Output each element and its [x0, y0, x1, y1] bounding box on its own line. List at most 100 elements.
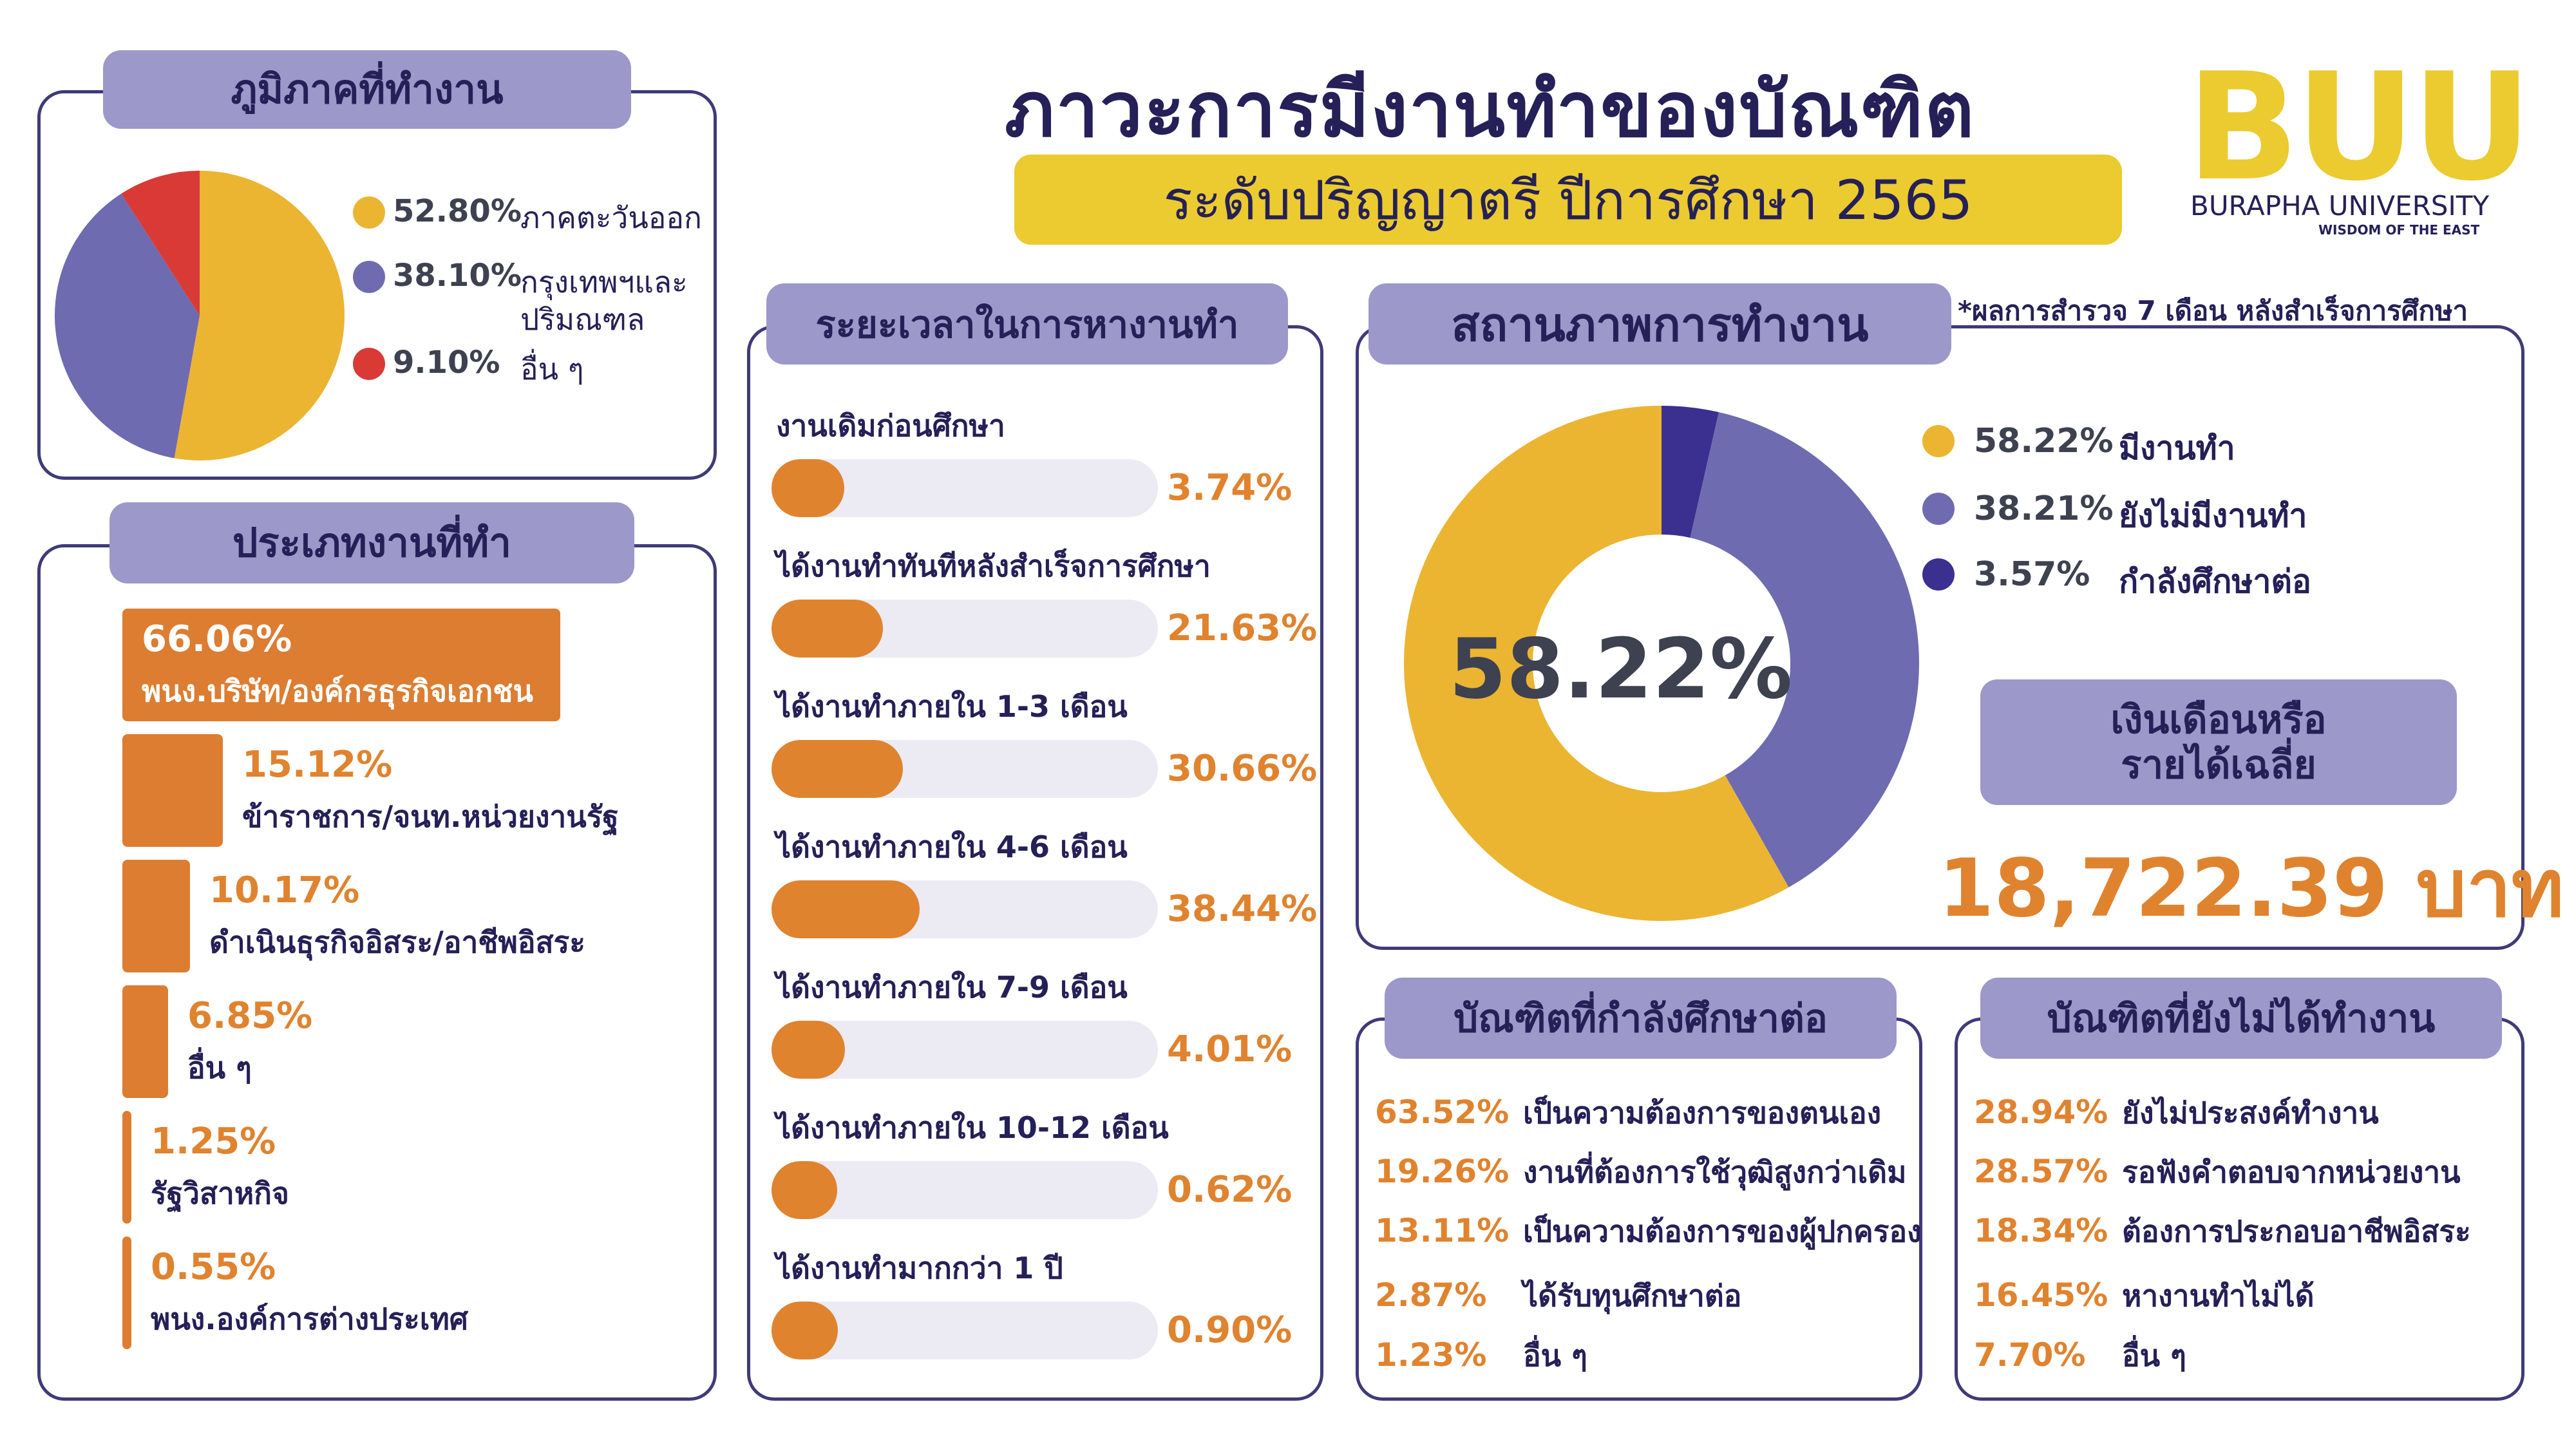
job-type-bar — [122, 1111, 131, 1224]
status-title: สถานภาพการทำงาน — [1368, 283, 1951, 365]
duration-pct: 4.01% — [1167, 1028, 1293, 1070]
region-pie-slice-2 — [121, 171, 200, 316]
duration-pct: 3.74% — [1167, 467, 1293, 509]
region-legend-label: ภาคตะวันออก — [520, 200, 702, 235]
job-type-label: อื่น ๆ — [187, 1050, 252, 1085]
unemployed-pct: 7.70% — [1974, 1336, 2086, 1374]
status-legend-label: ยังไม่มีงานทำ — [2119, 497, 2307, 535]
duration-fill — [772, 740, 903, 798]
region-legend-pct: 9.10% — [393, 345, 500, 381]
unemployed-title: บัณฑิตที่ยังไม่ได้ทำงาน — [1980, 978, 2502, 1059]
region-pie — [55, 171, 345, 460]
job-type-pct: 66.06% — [142, 618, 292, 660]
status-legend-dot — [1922, 558, 1955, 591]
studying-pct: 1.23% — [1375, 1336, 1487, 1374]
status-donut-slice-2 — [1662, 406, 1719, 538]
region-legend-label-2: ปริมณฑล — [520, 302, 645, 337]
job-type-label: พนง.บริษัท/องค์กรธุรกิจเอกชน — [142, 674, 533, 708]
job-type-label: รัฐวิสาหกิจ — [151, 1176, 289, 1211]
buu-logo: BUU BURAPHA UNIVERSITY WISDOM OF THE EAS… — [2186, 42, 2532, 248]
status-legend-pct: 38.21% — [1974, 489, 2114, 528]
duration-pct: 0.62% — [1167, 1169, 1293, 1211]
studying-label: งานที่ต้องการใช้วุฒิสูงกว่าเดิม — [1523, 1155, 1907, 1189]
unemployed-pct: 28.94% — [1974, 1094, 2108, 1131]
unemployed-label: ต้องการประกอบอาชีพอิสระ — [2122, 1214, 2471, 1249]
duration-fill — [772, 880, 920, 938]
duration-fill — [772, 600, 883, 658]
status-note: *ผลการสำรวจ 7 เดือน หลังสำเร็จการศึกษา — [1958, 295, 2468, 327]
job-type-bar — [122, 609, 560, 721]
duration-label: ได้งานทำมากกว่า 1 ปี — [776, 1251, 1063, 1285]
page-title: ภาวะการมีงานทำของบัณฑิต — [1005, 65, 1976, 154]
job-type-bar — [122, 1236, 131, 1349]
studying-pct: 63.52% — [1375, 1094, 1510, 1131]
status-legend-dot — [1922, 493, 1955, 525]
page-subtitle: ระดับปริญญาตรี ปีการศึกษา 2565 — [1163, 169, 1973, 232]
status-legend-pct: 3.57% — [1974, 555, 2090, 594]
unemployed-label: ยังไม่ประสงค์ทำงาน — [2122, 1095, 2379, 1130]
unemployed-pct: 16.45% — [1974, 1276, 2108, 1314]
job-type-pct: 1.25% — [151, 1121, 276, 1162]
duration-label: ได้งานทำทันทีหลังสำเร็จการศึกษา — [776, 549, 1211, 583]
studying-title: บัณฑิตที่กำลังศึกษาต่อ — [1385, 978, 1897, 1059]
subtitle-banner: ระดับปริญญาตรี ปีการศึกษา 2565 — [1014, 155, 2122, 245]
duration-fill — [772, 459, 844, 517]
status-donut — [1404, 406, 1919, 921]
studying-label: ได้รับทุนศึกษาต่อ — [1523, 1278, 1742, 1313]
job-type-bar — [122, 860, 190, 972]
region-legend-label: อื่น ๆ — [520, 352, 584, 386]
duration-fill — [772, 1302, 838, 1359]
duration-pct: 30.66% — [1167, 748, 1318, 790]
duration-fill — [772, 1021, 845, 1079]
region-legend-dot — [353, 196, 385, 229]
logo-motto: WISDOM OF THE EAST — [2318, 222, 2480, 238]
region-pie-slice-0 — [174, 171, 345, 460]
salary-title-1: เงินเดือนหรือ — [2110, 697, 2327, 743]
job-type-pct: 10.17% — [209, 869, 360, 911]
region-pie-slice-1 — [55, 193, 200, 459]
duration-track — [772, 740, 1158, 798]
duration-track — [772, 1161, 1158, 1219]
job-type-bar — [122, 985, 168, 1098]
duration-pct: 21.63% — [1167, 607, 1318, 649]
duration-fill — [772, 1161, 837, 1219]
job-type-title: ประเภทงานที่ทำ — [109, 502, 634, 583]
duration-label: ได้งานทำภายใน 10-12 เดือน — [776, 1110, 1169, 1145]
duration-label: ได้งานทำภายใน 4-6 เดือน — [776, 829, 1128, 864]
region-legend-label: กรุงเทพฯและ — [520, 265, 688, 299]
job-type-pct: 0.55% — [151, 1246, 276, 1288]
job-type-pct: 6.85% — [187, 995, 313, 1037]
status-donut-slice-0 — [1404, 406, 1789, 921]
unemployed-pct: 18.34% — [1974, 1212, 2108, 1249]
duration-pct: 0.90% — [1167, 1309, 1293, 1351]
region-legend-pct: 38.10% — [393, 258, 522, 294]
job-type-label: พนง.องค์การต่างประเทศ — [151, 1302, 468, 1336]
logo-university: BURAPHA UNIVERSITY — [2190, 190, 2490, 222]
studying-pct: 13.11% — [1375, 1212, 1510, 1249]
job-type-label: ข้าราชการ/จนท.หน่วยงานรัฐ — [242, 799, 619, 834]
unemployed-label: อื่น ๆ — [2122, 1338, 2186, 1373]
duration-label: ได้งานทำภายใน 7-9 เดือน — [776, 970, 1128, 1005]
duration-label: งานเดิมก่อนศึกษา — [776, 408, 1005, 443]
studying-label: เป็นความต้องการของผู้ปกครอง — [1523, 1214, 1922, 1249]
job-type-label: ดำเนินธุรกิจอิสระ/อาชีพอิสระ — [209, 925, 585, 960]
region-legend-pct: 52.80% — [393, 193, 522, 229]
status-legend-label: มีงานทำ — [2119, 430, 2235, 467]
unemployed-pct: 28.57% — [1974, 1153, 2108, 1190]
unemployed-label: รอฟังคำตอบจากหน่วยงาน — [2122, 1155, 2461, 1189]
duration-label: ได้งานทำภายใน 1-3 เดือน — [776, 689, 1128, 724]
region-legend-dot — [353, 348, 385, 380]
duration-title: ระยะเวลาในการหางานทำ — [766, 283, 1288, 365]
logo-text: BUU — [2186, 42, 2532, 214]
job-type-pct: 15.12% — [242, 744, 393, 786]
studying-pct: 19.26% — [1375, 1153, 1510, 1190]
job-type-bar — [122, 734, 223, 847]
status-donut-slice-1 — [1690, 412, 1919, 887]
salary-title-2: รายได้เฉลี่ย — [2121, 742, 2316, 788]
duration-track — [772, 880, 1158, 938]
salary-value: 18,722.39 บาท — [1938, 842, 2564, 935]
status-legend-label: กำลังศึกษาต่อ — [2119, 563, 2311, 600]
duration-track — [772, 459, 1158, 517]
studying-label: อื่น ๆ — [1523, 1338, 1587, 1373]
studying-pct: 2.87% — [1375, 1276, 1487, 1314]
